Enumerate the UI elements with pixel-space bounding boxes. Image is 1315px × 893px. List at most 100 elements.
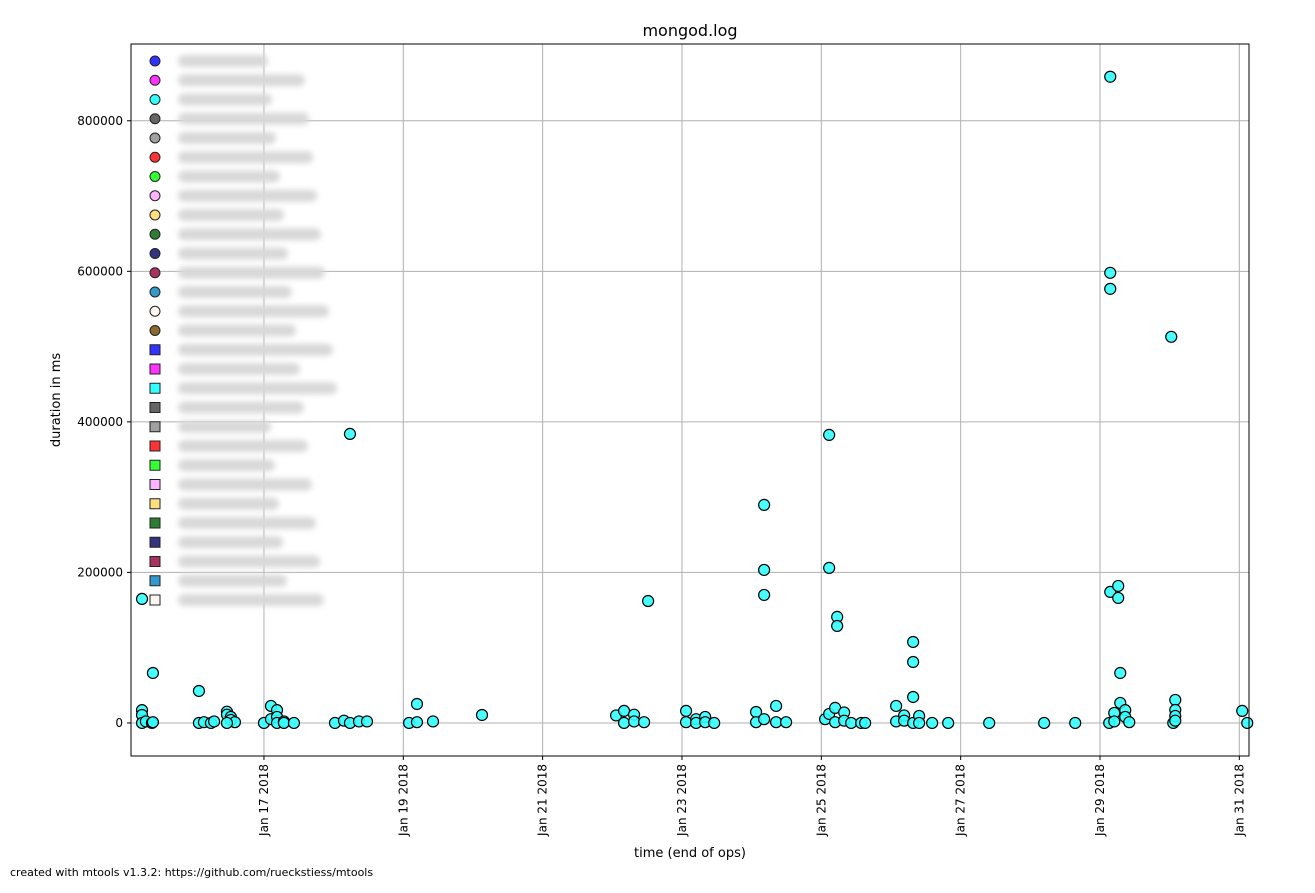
data-point xyxy=(983,716,996,730)
legend-label-blurred xyxy=(178,555,320,568)
data-point xyxy=(708,716,721,730)
legend-marker-square xyxy=(149,363,161,375)
data-point xyxy=(845,716,858,730)
legend-label-blurred xyxy=(178,517,316,529)
x-tick-label: Jan 27 2018 xyxy=(954,764,968,837)
data-point xyxy=(770,699,783,713)
data-point xyxy=(1069,716,1082,730)
legend-marker-square xyxy=(149,556,161,567)
y-tick-label: 800000 xyxy=(77,114,123,128)
legend-label-blurred xyxy=(178,497,279,510)
y-tick-label: 0 xyxy=(115,716,123,730)
legend-marker-square xyxy=(149,344,161,356)
data-point xyxy=(758,563,771,577)
x-tick-label: Jan 19 2018 xyxy=(396,764,410,837)
legend-label-blurred xyxy=(178,478,312,491)
grid xyxy=(131,44,1249,756)
legend-label-blurred xyxy=(178,74,305,87)
y-tick-label: 600000 xyxy=(77,264,123,278)
legend-marker-square xyxy=(149,479,161,490)
legend-label-blurred xyxy=(178,594,324,606)
data-point xyxy=(907,635,920,649)
data-point xyxy=(823,428,836,441)
legend-marker-square xyxy=(149,402,161,413)
legend-label-blurred xyxy=(178,247,288,260)
legend-marker-circle xyxy=(149,267,161,279)
legend-marker-square xyxy=(149,536,161,548)
legend xyxy=(149,55,337,606)
data-point xyxy=(679,716,693,729)
data-point xyxy=(637,716,651,729)
data-point xyxy=(1114,666,1127,680)
legend-marker-square xyxy=(149,594,161,606)
footer-credit: created with mtools v1.3.2: https://gith… xyxy=(10,866,374,879)
legend-label-blurred xyxy=(178,459,275,472)
data-point xyxy=(913,716,926,730)
data-point xyxy=(1236,704,1249,718)
legend-label-blurred xyxy=(178,170,280,183)
legend-label-blurred xyxy=(178,228,321,241)
data-point xyxy=(360,715,374,728)
data-point xyxy=(135,592,149,606)
data-point xyxy=(890,699,903,713)
legend-marker-circle xyxy=(149,74,161,86)
y-tick-label: 200000 xyxy=(77,565,123,579)
x-tick-label: Jan 25 2018 xyxy=(814,764,828,837)
legend-marker-square xyxy=(149,440,161,452)
data-point xyxy=(343,427,357,441)
legend-marker-circle xyxy=(149,325,161,336)
legend-label-blurred xyxy=(178,305,329,318)
data-point xyxy=(146,666,160,680)
legend-label-blurred xyxy=(178,420,271,433)
chart-title: mongod.log xyxy=(642,21,737,40)
data-point xyxy=(1169,714,1182,727)
y-axis-label: duration in ms xyxy=(49,353,64,447)
data-point xyxy=(831,619,844,633)
legend-label-blurred xyxy=(178,189,317,202)
data-point xyxy=(617,704,631,718)
legend-marker-circle xyxy=(149,132,161,144)
legend-marker-circle xyxy=(149,228,161,240)
data-point xyxy=(859,716,872,730)
data-point xyxy=(1108,715,1121,728)
legend-label-blurred xyxy=(178,266,325,279)
data-point xyxy=(1123,716,1136,729)
x-tick-label: Jan 31 2018 xyxy=(1232,764,1246,837)
data-point xyxy=(907,690,920,704)
legend-label-blurred xyxy=(178,286,292,298)
data-point xyxy=(823,561,836,574)
data-point xyxy=(942,716,955,730)
legend-marker-circle xyxy=(149,209,161,221)
data-point xyxy=(1104,70,1117,83)
legend-label-blurred xyxy=(178,132,276,144)
data-point xyxy=(642,594,655,608)
legend-label-blurred xyxy=(178,401,304,414)
data-point xyxy=(627,715,641,728)
x-tick-label: Jan 23 2018 xyxy=(675,764,689,837)
y-tick-label: 400000 xyxy=(77,415,123,429)
legend-label-blurred xyxy=(178,536,283,549)
axes: Jan 17 2018 Jan 19 2018 Jan 21 2018 Jan 23 … xyxy=(77,114,1246,837)
legend-label-blurred xyxy=(178,151,313,164)
data-point xyxy=(146,716,160,729)
legend-marker-square xyxy=(149,459,161,471)
data-point xyxy=(1169,693,1182,707)
data-point xyxy=(192,684,206,698)
x-axis-label: time (end of ops) xyxy=(634,846,746,861)
data-point xyxy=(1165,330,1178,343)
legend-label-blurred xyxy=(178,55,268,67)
data-point xyxy=(758,588,771,602)
data-point xyxy=(758,713,771,726)
x-tick-label: Jan 21 2018 xyxy=(536,764,550,837)
data-point xyxy=(426,715,440,728)
data-point xyxy=(1112,579,1125,593)
data-point xyxy=(679,704,693,718)
legend-marker-circle xyxy=(149,55,161,67)
data-point xyxy=(907,655,920,669)
legend-marker-square xyxy=(149,498,161,510)
data-point xyxy=(1104,282,1117,295)
legend-marker-circle xyxy=(149,305,161,317)
data-point xyxy=(758,498,771,511)
legend-label-blurred xyxy=(178,363,300,375)
